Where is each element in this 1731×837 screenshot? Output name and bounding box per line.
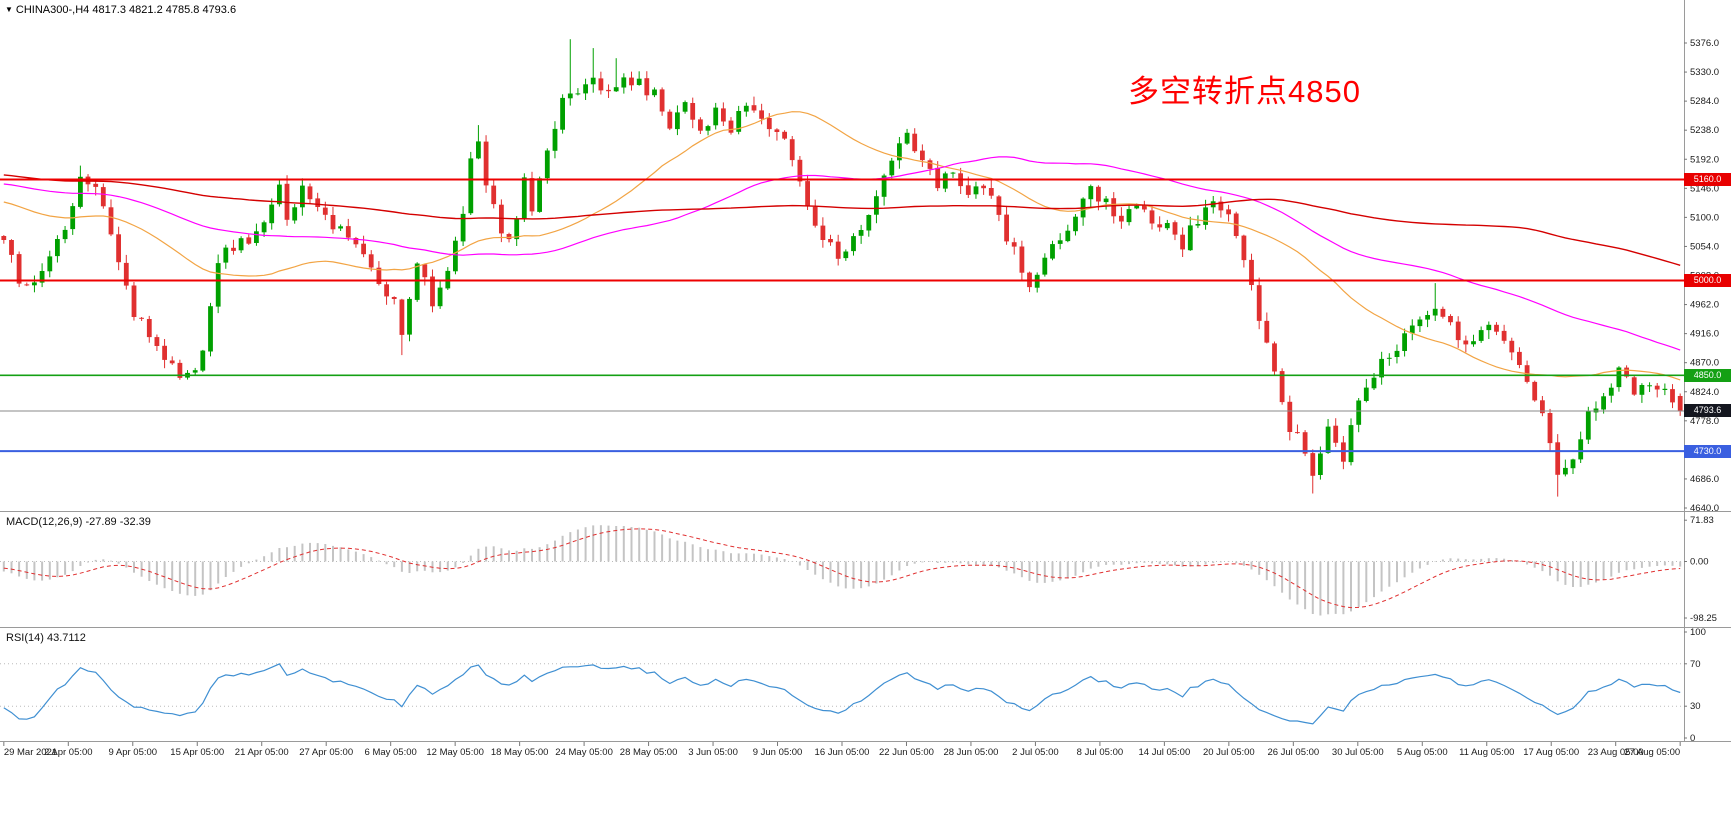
price-tick-label: 4824.0 xyxy=(1690,387,1719,398)
time-tick-label: 5 Aug 05:00 xyxy=(1397,747,1448,758)
macd-indicator-label: MACD(12,26,9) -27.89 -32.39 xyxy=(6,516,151,528)
price-tick-label: 5192.0 xyxy=(1690,154,1719,165)
time-tick-label: 20 Jul 05:00 xyxy=(1203,747,1255,758)
price-tick-label: 4916.0 xyxy=(1690,329,1719,340)
price-tick-label: 5376.0 xyxy=(1690,38,1719,49)
rsi-name: RSI(14) xyxy=(6,632,44,644)
axis-labels: 5376.0 5330.0 5284.0 5238.0 5192.0 5146.0 5100… xyxy=(3,38,1719,758)
price-tick-label: 5330.0 xyxy=(1690,67,1719,78)
rsi-tick-label: 70 xyxy=(1690,659,1701,670)
time-tick-label: 24 May 05:00 xyxy=(555,747,613,758)
price-tick-label: 5054.0 xyxy=(1690,241,1719,252)
price-tick-label: 5146.0 xyxy=(1690,183,1719,194)
time-tick-label: 11 Aug 05:00 xyxy=(1459,747,1514,758)
time-tick-label: 28 Jun 05:00 xyxy=(943,747,998,758)
ma-medium xyxy=(3,156,1681,351)
time-tick-label: 17 Aug 05:00 xyxy=(1523,747,1579,758)
time-tick-label: 2 Apr 05:00 xyxy=(44,747,93,758)
time-tick-label: 27 Apr 05:00 xyxy=(299,747,353,758)
price-level-badge-5160.0[interactable]: 5160.0 xyxy=(1684,172,1731,186)
time-tick-label: 8 Jul 05:00 xyxy=(1077,747,1123,758)
annotation-text: 多空转折点4850 xyxy=(1128,74,1361,109)
time-tick-label: 23 Aug 05:00 xyxy=(1588,747,1644,758)
time-tick-label: 30 Jul 05:00 xyxy=(1332,747,1384,758)
price-tick-label: 4870.0 xyxy=(1690,358,1719,369)
price-level-badge-5000.0[interactable]: 5000.0 xyxy=(1684,274,1731,288)
price-tick-label: 4686.0 xyxy=(1690,474,1719,485)
time-tick-label: 21 Apr 05:00 xyxy=(235,747,289,758)
time-tick-label: 12 May 05:00 xyxy=(426,747,484,758)
time-tick-label: 26 Jul 05:00 xyxy=(1267,747,1319,758)
macd-tick-label: -98.25 xyxy=(1690,613,1717,624)
ma-slow xyxy=(3,174,1681,266)
time-tick-label: 29 Mar 2021 xyxy=(4,747,57,758)
rsi-line xyxy=(3,663,1681,725)
price-tick-label: 5238.0 xyxy=(1690,125,1719,136)
moving-averages-layer xyxy=(3,111,1681,381)
time-tick-label: 6 May 05:00 xyxy=(365,747,417,758)
rsi-indicator-label: RSI(14) 43.7112 xyxy=(6,632,86,644)
price-tick-label: 5100.0 xyxy=(1690,212,1719,223)
time-tick-label: 27 Aug 05:00 xyxy=(1624,747,1680,758)
time-tick-label: 18 May 05:00 xyxy=(491,747,549,758)
current-price-badge[interactable]: 4793.6 xyxy=(1684,404,1731,418)
price-tick-label: 5284.0 xyxy=(1690,96,1719,107)
panel-frame xyxy=(0,0,1731,742)
time-tick-label: 15 Apr 05:00 xyxy=(170,747,224,758)
price-tick-label: 4962.0 xyxy=(1690,300,1719,311)
rsi-tick-label: 0 xyxy=(1690,733,1695,744)
time-tick-label: 22 Jun 05:00 xyxy=(879,747,934,758)
price-level-badge-4730.0[interactable]: 4730.0 xyxy=(1684,444,1731,458)
time-tick-label: 28 May 05:00 xyxy=(620,747,678,758)
macd-values: -27.89 -32.39 xyxy=(85,516,151,528)
candles-layer xyxy=(1,39,1683,497)
macd-tick-label: 71.83 xyxy=(1690,515,1714,526)
rsi-tick-label: 30 xyxy=(1690,701,1701,712)
price-tick-label: 4640.0 xyxy=(1690,503,1719,514)
time-tick-label: 9 Jun 05:00 xyxy=(753,747,803,758)
macd-tick-label: 0.00 xyxy=(1690,557,1709,568)
symbol-ohlc-text: CHINA300-,H4 4817.3 4821.2 4785.8 4793.6 xyxy=(15,4,237,16)
rsi-tick-label: 100 xyxy=(1690,627,1706,638)
macd-signal-line xyxy=(3,528,1681,609)
macd-name: MACD(12,26,9) xyxy=(6,516,83,528)
time-tick-label: 2 Jul 05:00 xyxy=(1012,747,1058,758)
symbol-marker-icon: ▼ xyxy=(5,5,13,14)
rsi-layer xyxy=(0,663,1684,725)
time-tick-label: 16 Jun 05:00 xyxy=(815,747,870,758)
symbol-info-line: ▼ CHINA300-,H4 4817.3 4821.2 4785.8 4793.… xyxy=(5,4,236,16)
price-tick-label: 4778.0 xyxy=(1690,416,1719,427)
time-tick-label: 3 Jun 05:00 xyxy=(688,747,738,758)
price-level-badge-4850.0[interactable]: 4850.0 xyxy=(1684,368,1731,382)
time-tick-label: 14 Jul 05:00 xyxy=(1138,747,1190,758)
ma-fast xyxy=(3,111,1681,381)
rsi-value: 43.7112 xyxy=(46,632,86,644)
time-tick-label: 9 Apr 05:00 xyxy=(108,747,157,758)
price-levels-layer xyxy=(0,178,1684,453)
macd-layer xyxy=(0,525,1684,616)
